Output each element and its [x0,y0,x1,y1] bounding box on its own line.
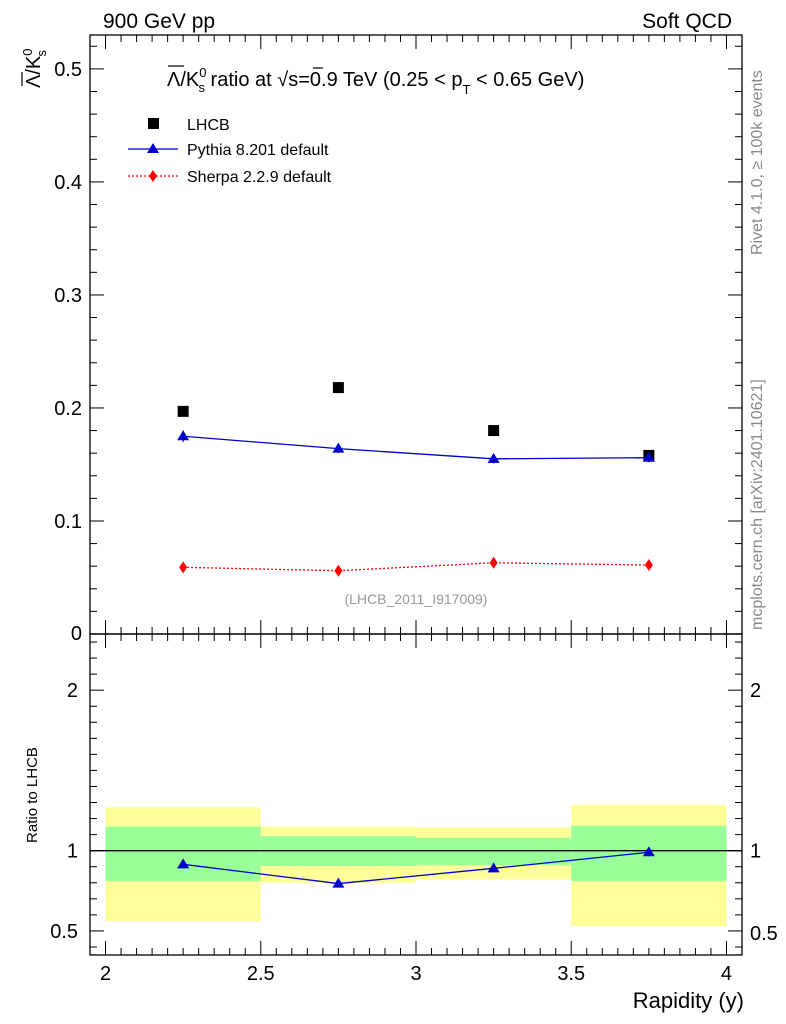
legend-label-sherpa: Sherpa 2.2.9 default [187,169,332,186]
main-sherpa-point-3 [644,559,653,572]
main-pythia-line [183,435,649,460]
main-pythia-point-1 [332,442,345,453]
x-axis-label: Rapidity (y) [633,988,744,1013]
x-tick-label: 3 [410,963,421,985]
main-y-tick-label: 0.2 [54,398,82,420]
main-sherpa-point-1 [334,564,343,577]
stat-band-0 [105,826,261,882]
main-pythia-point-0 [177,430,190,441]
main-y-tick-label: 0.4 [54,172,82,194]
x-tick-label: 2.5 [247,963,275,985]
ratio-y-tick-label-right: 1 [750,841,761,863]
main-y-axis-label: Λ/K0s [20,49,49,89]
main-y-zero-label: 0 [71,623,82,645]
legend-label-pythia: Pythia 8.201 default [187,142,329,159]
mcplots-reference-label: mcplots.cern.ch [arXiv:2401.10621] [749,379,766,630]
main-pythia-point-3 [642,451,655,462]
title-sub: s [199,80,206,95]
analysis-watermark: (LHCB_2011_I917009) [345,591,488,607]
rivet-version-label: Rivet 4.1.0, ≥ 100k events [749,70,766,255]
main-lhcb-point-0 [177,405,189,417]
main-pythia-point-2 [487,452,500,463]
main-y-tick-label: 0.1 [54,511,82,533]
legend: LHCB Pythia 8.201 default Sherpa 2.2.9 d… [128,117,332,186]
main-sherpa-point-2 [489,556,498,569]
ratio-pythia-line [183,851,649,885]
main-sherpa-point-0 [179,561,188,574]
main-sherpa-line [183,562,649,572]
title-sup: 0 [199,65,206,80]
ratio-y-tick-label-left: 2 [67,680,78,702]
ratio-uncertainty-bands [90,804,742,927]
collision-label: 900 GeV pp [103,10,215,33]
ratio-pythia-point-0 [177,858,190,869]
x-tick-label: 4 [721,963,732,985]
y-label-k: /K [23,55,45,75]
legend-marker-sherpa [149,170,157,182]
y-label-lambda: Λ [23,74,45,88]
ratio-y-tick-label-right: 2 [750,680,761,702]
main-y-tick-label: 0.3 [54,285,82,307]
title-mid: ratio at [205,69,277,91]
title-k: /K [180,69,200,91]
main-lhcb-point-1 [332,382,344,394]
y-label-sup: 0 [20,49,35,56]
stat-band-2 [416,837,572,866]
main-panel-marks [177,382,655,577]
ratio-y-axis-label: Ratio to LHCB [24,747,41,843]
x-tick-label: 2 [100,963,111,985]
legend-marker-lhcb [148,118,159,129]
ratio-y-tick-label-right: 0.5 [750,923,778,945]
main-plot-title: Λ/K0 s ratio at √s=0.9 TeV (0.25 < pT < 0… [167,65,584,97]
ratio-pythia-point-2 [487,862,500,873]
title-pt-sub: T [462,82,470,97]
x-tick-label: 3.5 [557,963,585,985]
ratio-pythia-point-1 [332,877,345,888]
axes: 2 2.5 3 3.5 4 0.1 0.2 0.3 0.4 0.5 0 0.5 0.5 1 1 2 2 [50,34,778,985]
title-post: < 0.65 GeV) [470,69,584,91]
ratio-y-tick-label-left: 1 [67,841,78,863]
title-energy: s=0.9 TeV (0.25 < p [288,69,462,91]
y-label-sub: s [34,50,49,57]
legend-label-lhcb: LHCB [187,117,230,134]
legend-marker-pythia [147,143,159,153]
ratio-panel-marks [177,846,655,888]
ratio-pythia-point-3 [642,846,655,857]
main-lhcb-point-2 [488,425,500,437]
title-sqrt: √ [277,69,288,91]
ratio-y-tick-label-left: 0.5 [50,921,78,943]
main-y-tick-label: 0.5 [54,59,82,81]
category-label: Soft QCD [642,10,732,33]
